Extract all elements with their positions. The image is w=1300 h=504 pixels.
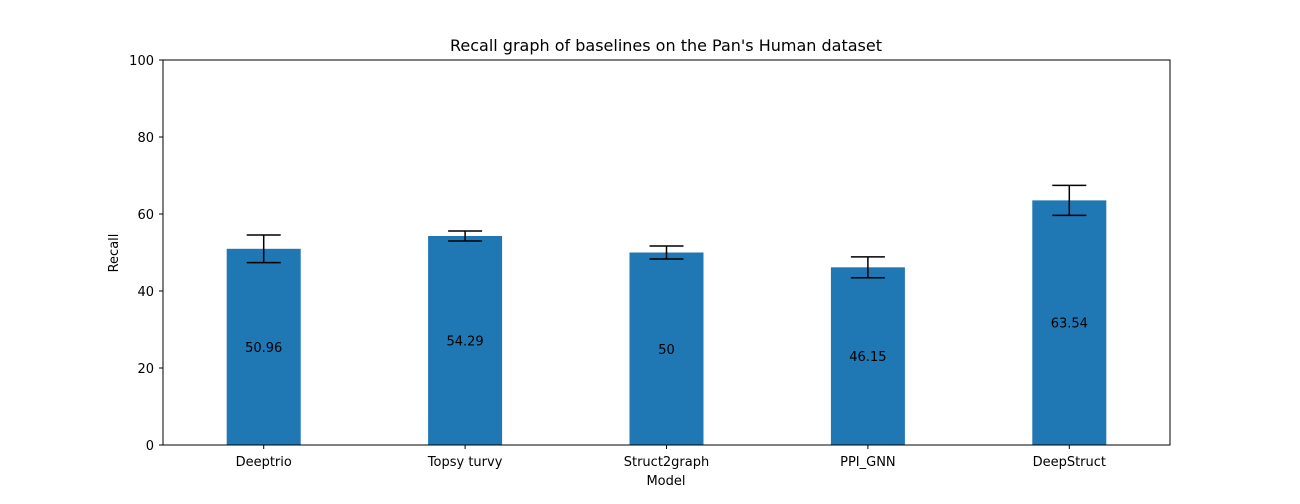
bar: [629, 252, 704, 445]
data-label: 50.96: [245, 341, 282, 356]
y-axis: 0 20 40 60 80 100: [129, 54, 163, 454]
data-label: 63.54: [1051, 317, 1088, 332]
value-labels-layer: 50.96 54.29 50 46.15 63.54: [245, 317, 1088, 365]
y-tick-label: 0: [146, 439, 154, 454]
bar: [428, 235, 503, 445]
data-label: 46.15: [849, 350, 886, 365]
x-tick-label: Struct2graph: [624, 455, 710, 470]
x-tick-label: Topsy turvy: [427, 455, 503, 470]
y-axis-label: Recall: [107, 234, 122, 273]
x-tick-label: DeepStruct: [1033, 455, 1106, 470]
bar: [226, 248, 301, 445]
y-tick-label: 80: [137, 131, 154, 146]
chart-title: Recall graph of baselines on the Pan's H…: [450, 36, 882, 55]
y-tick-label: 100: [129, 54, 154, 69]
errorbars-layer: [246, 184, 1087, 279]
x-tick-label: Deeptrio: [236, 455, 292, 470]
x-axis: Deeptrio Topsy turvy Struct2graph PPI_GNN De…: [236, 445, 1106, 470]
bar: [830, 267, 905, 445]
x-tick-label: PPI_GNN: [840, 455, 896, 470]
y-tick-label: 60: [137, 208, 154, 223]
y-tick-label: 20: [137, 362, 154, 377]
data-label: 50: [658, 343, 675, 358]
y-tick-label: 40: [137, 285, 154, 300]
x-axis-label: Model: [646, 474, 685, 489]
bars-layer: [226, 200, 1107, 445]
data-label: 54.29: [446, 334, 483, 349]
bar: [1032, 200, 1107, 445]
